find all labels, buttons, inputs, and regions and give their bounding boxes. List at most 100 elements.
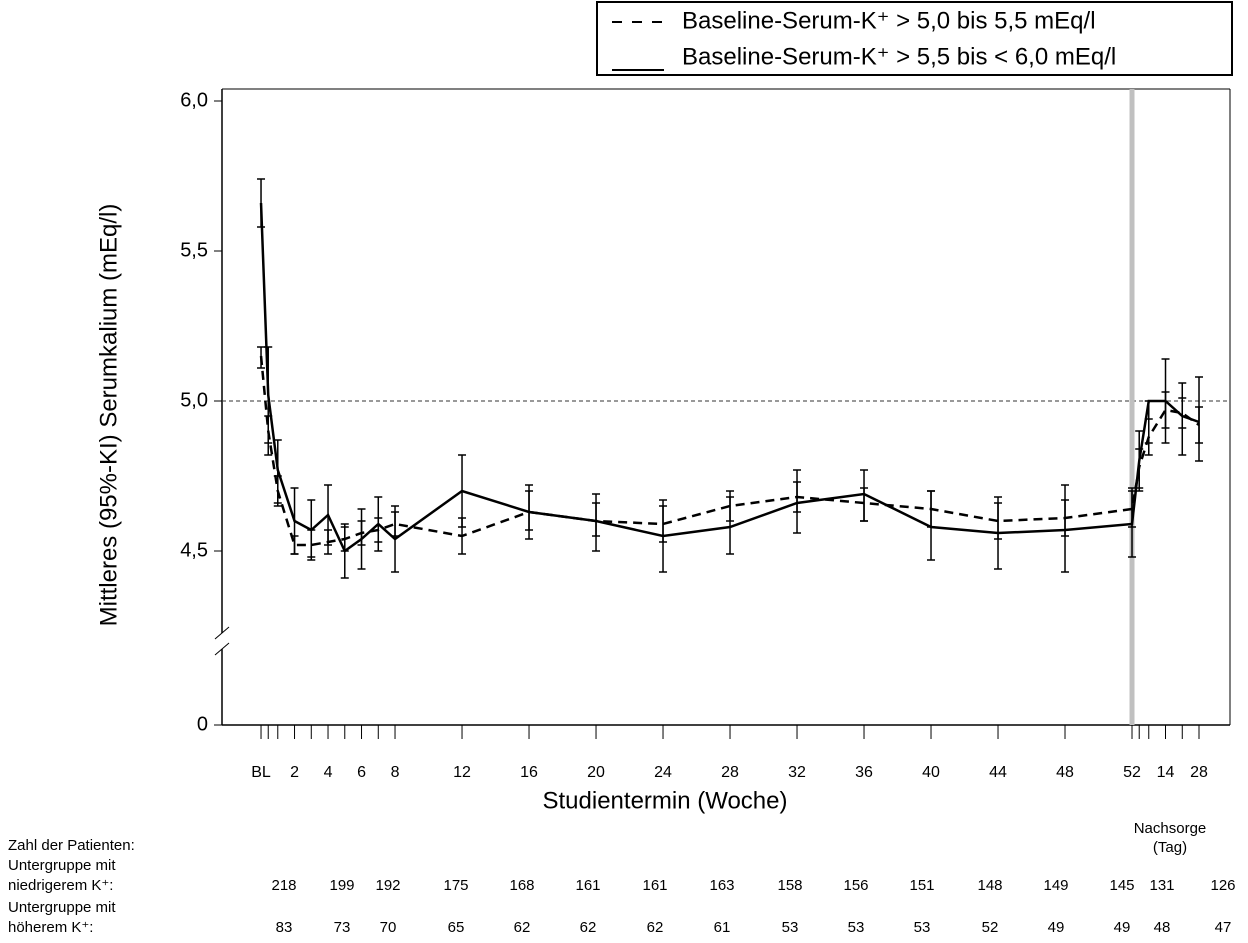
error-bar — [1144, 400, 1153, 444]
x-tick-label: 16 — [520, 764, 538, 781]
patient-count: 126 — [1210, 877, 1235, 894]
patient-count: 145 — [1109, 877, 1134, 894]
error-bar — [927, 490, 936, 561]
axis-break — [214, 642, 230, 656]
axis-break — [214, 626, 230, 640]
y-tick-label: 5,0 — [180, 389, 208, 411]
x-tick-label: 8 — [391, 764, 400, 781]
x-tick-label: 44 — [989, 764, 1007, 781]
x-tick-label: BL — [251, 764, 271, 781]
patient-count: 48 — [1154, 919, 1171, 936]
error-bar — [860, 469, 869, 522]
error-bar — [307, 499, 316, 561]
error-bar — [1178, 382, 1187, 456]
patient-count: 148 — [977, 877, 1002, 894]
error-bar — [257, 346, 266, 369]
error-bar — [1195, 376, 1204, 462]
error-bar — [340, 523, 349, 579]
x-tick-label: 28 — [1190, 764, 1208, 781]
patient-count: 218 — [271, 877, 296, 894]
patient-count: 49 — [1048, 919, 1065, 936]
x-tick-label: 28 — [721, 764, 739, 781]
legend-label: Baseline-Serum-K⁺ > 5,5 bis < 6,0 mEq/l — [682, 43, 1116, 70]
y-tick-label: 0 — [197, 713, 208, 735]
error-bar — [1128, 487, 1137, 558]
error-bar — [374, 496, 383, 552]
error-bar — [726, 496, 735, 555]
patient-count: 53 — [914, 919, 931, 936]
error-bar — [1061, 484, 1070, 573]
x-tick-label: 2 — [290, 764, 299, 781]
x-tick-label: 12 — [453, 764, 471, 781]
legend-box — [596, 1, 1233, 76]
patient-count: 62 — [580, 919, 597, 936]
error-bar — [357, 508, 366, 570]
patient-count: 158 — [777, 877, 802, 894]
x-tick-label: 14 — [1157, 764, 1175, 781]
patient-count: 62 — [514, 919, 531, 936]
patient-count: 53 — [782, 919, 799, 936]
patient-count: 65 — [448, 919, 465, 936]
x-tick-label: 24 — [654, 764, 672, 781]
patient-count: 70 — [380, 919, 397, 936]
patient-count: 53 — [848, 919, 865, 936]
x-axis-label: Studientermin (Woche) — [543, 787, 788, 814]
y-tick-label: 4,5 — [180, 539, 208, 561]
patient-count: 52 — [982, 919, 999, 936]
x-tick-label: 6 — [357, 764, 366, 781]
patient-count: 151 — [909, 877, 934, 894]
x-sublabel: (Tag) — [1153, 839, 1187, 856]
x-tick-label: 4 — [324, 764, 333, 781]
series-line — [259, 355, 1200, 547]
patient-count: 47 — [1215, 919, 1232, 936]
error-bar — [324, 484, 333, 546]
patient-count: 161 — [642, 877, 667, 894]
patient-count: 163 — [709, 877, 734, 894]
row-label: höherem K⁺: — [8, 919, 93, 936]
error-bar — [592, 493, 601, 552]
error-bar — [290, 487, 299, 555]
error-bar — [1161, 358, 1170, 444]
error-bar — [793, 469, 802, 534]
patient-count: 175 — [443, 877, 468, 894]
error-bar — [994, 496, 1003, 570]
patient-count: 83 — [276, 919, 293, 936]
y-tick-label: 6,0 — [180, 89, 208, 111]
series-line — [259, 202, 1200, 553]
patient-count: 149 — [1043, 877, 1068, 894]
patient-count: 156 — [843, 877, 868, 894]
patient-count: 61 — [714, 919, 731, 936]
x-tick-label: 52 — [1123, 764, 1141, 781]
table-title: Zahl der Patienten: — [8, 837, 135, 854]
x-sublabel: Nachsorge — [1134, 820, 1207, 837]
error-bar — [273, 439, 282, 504]
error-bar — [659, 499, 668, 573]
x-tick-label: 20 — [587, 764, 605, 781]
y-axis-label: Mittleres (95%-KI) Serumkalium (mEq/l) — [95, 204, 122, 627]
row-label: Untergruppe mit — [8, 857, 116, 874]
error-bar — [257, 178, 266, 228]
error-bar — [264, 346, 273, 444]
error-bar — [1135, 430, 1144, 492]
x-tick-label: 40 — [922, 764, 940, 781]
x-tick-label: 36 — [855, 764, 873, 781]
row-label: Untergruppe mit — [8, 899, 116, 916]
patient-count: 73 — [334, 919, 351, 936]
error-bar — [391, 505, 400, 573]
patient-count: 161 — [575, 877, 600, 894]
error-bar — [525, 484, 534, 540]
patient-count: 192 — [375, 877, 400, 894]
x-tick-label: 32 — [788, 764, 806, 781]
patient-count: 168 — [509, 877, 534, 894]
legend-label: Baseline-Serum-K⁺ > 5,0 bis 5,5 mEq/l — [682, 7, 1096, 34]
error-bar — [458, 454, 467, 528]
patient-count: 199 — [329, 877, 354, 894]
patient-count: 62 — [647, 919, 664, 936]
x-tick-label: 48 — [1056, 764, 1074, 781]
patient-count: 49 — [1114, 919, 1131, 936]
row-label: niedrigerem K⁺: — [8, 877, 113, 894]
patient-count: 131 — [1149, 877, 1174, 894]
y-tick-label: 5,5 — [180, 239, 208, 261]
